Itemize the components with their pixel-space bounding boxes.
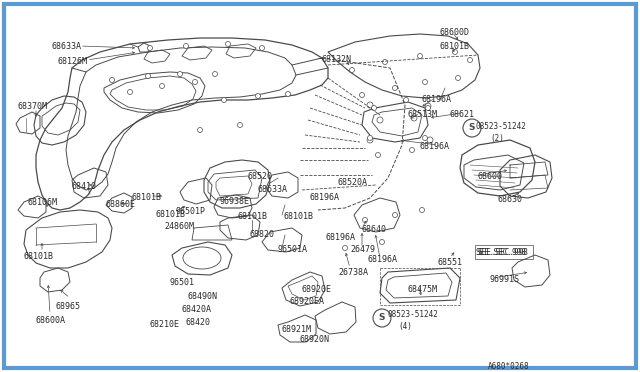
- Text: 68633A: 68633A: [52, 42, 82, 51]
- Text: 24860M: 24860M: [164, 222, 194, 231]
- Text: 68520A: 68520A: [338, 178, 368, 187]
- Text: 68126M: 68126M: [58, 57, 88, 66]
- Circle shape: [367, 135, 372, 141]
- Text: 68420A: 68420A: [182, 305, 212, 314]
- Text: 08523-51242: 08523-51242: [388, 310, 439, 319]
- Text: 68210E: 68210E: [150, 320, 180, 329]
- Circle shape: [159, 83, 164, 89]
- Circle shape: [417, 54, 422, 58]
- Circle shape: [376, 153, 381, 157]
- Text: 96501P: 96501P: [176, 207, 206, 216]
- Text: 68920N: 68920N: [300, 335, 330, 344]
- Circle shape: [467, 58, 472, 62]
- Text: 68196A: 68196A: [422, 95, 452, 104]
- Text: 68196A: 68196A: [368, 255, 398, 264]
- Circle shape: [212, 71, 218, 77]
- Text: 26738A: 26738A: [338, 268, 368, 277]
- Text: 96501A: 96501A: [278, 245, 308, 254]
- Text: 68633A: 68633A: [258, 185, 288, 194]
- Text: 68600A: 68600A: [36, 316, 66, 325]
- Text: 68106M: 68106M: [28, 198, 58, 207]
- Text: SEE.SEC.998: SEE.SEC.998: [476, 248, 527, 257]
- Text: 68475M: 68475M: [408, 285, 438, 294]
- Text: 68820: 68820: [250, 230, 275, 239]
- Circle shape: [392, 86, 397, 90]
- Circle shape: [349, 67, 355, 73]
- Circle shape: [452, 49, 458, 55]
- Circle shape: [147, 45, 152, 51]
- Text: 68920E: 68920E: [302, 285, 332, 294]
- Circle shape: [127, 90, 132, 94]
- Text: S: S: [468, 124, 476, 132]
- Text: 68921M: 68921M: [282, 325, 312, 334]
- Circle shape: [259, 45, 264, 51]
- Text: (4): (4): [398, 322, 412, 331]
- Text: 68101B: 68101B: [156, 210, 186, 219]
- Text: 68132N: 68132N: [322, 55, 352, 64]
- Text: 68965: 68965: [56, 302, 81, 311]
- Circle shape: [237, 122, 243, 128]
- Circle shape: [285, 92, 291, 96]
- Text: 68640: 68640: [362, 225, 387, 234]
- Circle shape: [371, 106, 376, 110]
- Text: 68101B: 68101B: [440, 42, 470, 51]
- Circle shape: [422, 80, 428, 84]
- Circle shape: [456, 76, 461, 80]
- Text: 68920EA: 68920EA: [290, 297, 325, 306]
- Circle shape: [225, 42, 230, 46]
- Circle shape: [360, 93, 365, 97]
- Circle shape: [109, 77, 115, 83]
- Text: 68410: 68410: [72, 182, 97, 191]
- Text: 68101B: 68101B: [284, 212, 314, 221]
- Text: 96501: 96501: [170, 278, 195, 287]
- Text: 96991S: 96991S: [490, 275, 520, 284]
- Text: 68520: 68520: [248, 172, 273, 181]
- Text: 26479: 26479: [350, 245, 375, 254]
- Text: 68196A: 68196A: [420, 142, 450, 151]
- Text: 68600: 68600: [478, 172, 503, 181]
- Circle shape: [255, 93, 260, 99]
- Circle shape: [403, 97, 408, 103]
- Text: 68630: 68630: [498, 195, 523, 204]
- Text: 68513M: 68513M: [408, 110, 438, 119]
- Circle shape: [177, 71, 182, 77]
- Text: S: S: [379, 314, 385, 323]
- Text: 68420: 68420: [186, 318, 211, 327]
- Text: SEE.SEC.998: SEE.SEC.998: [478, 248, 529, 257]
- Text: 08523-51242: 08523-51242: [476, 122, 527, 131]
- Circle shape: [422, 135, 428, 141]
- Text: 68490N: 68490N: [188, 292, 218, 301]
- Circle shape: [426, 106, 431, 110]
- Circle shape: [410, 148, 415, 153]
- Circle shape: [392, 212, 397, 218]
- Text: (2): (2): [490, 134, 504, 143]
- Text: A680*0268: A680*0268: [488, 362, 530, 371]
- Circle shape: [184, 44, 189, 48]
- Circle shape: [342, 246, 348, 250]
- Text: 68101B: 68101B: [24, 252, 54, 261]
- Text: 68101B: 68101B: [132, 193, 162, 202]
- Text: 68551: 68551: [438, 258, 463, 267]
- Circle shape: [193, 80, 198, 84]
- Circle shape: [145, 74, 150, 78]
- Text: 68600D: 68600D: [440, 28, 470, 37]
- Circle shape: [221, 97, 227, 103]
- Text: 68196A: 68196A: [310, 193, 340, 202]
- Text: 68370M: 68370M: [18, 102, 48, 111]
- Text: 68196A: 68196A: [326, 233, 356, 242]
- Circle shape: [383, 60, 387, 64]
- Circle shape: [198, 128, 202, 132]
- Text: 68860E: 68860E: [105, 200, 135, 209]
- Circle shape: [419, 208, 424, 212]
- Text: 68101B: 68101B: [238, 212, 268, 221]
- Circle shape: [380, 240, 385, 244]
- Circle shape: [362, 218, 367, 222]
- Text: 96938E: 96938E: [220, 197, 250, 206]
- Text: 68621: 68621: [450, 110, 475, 119]
